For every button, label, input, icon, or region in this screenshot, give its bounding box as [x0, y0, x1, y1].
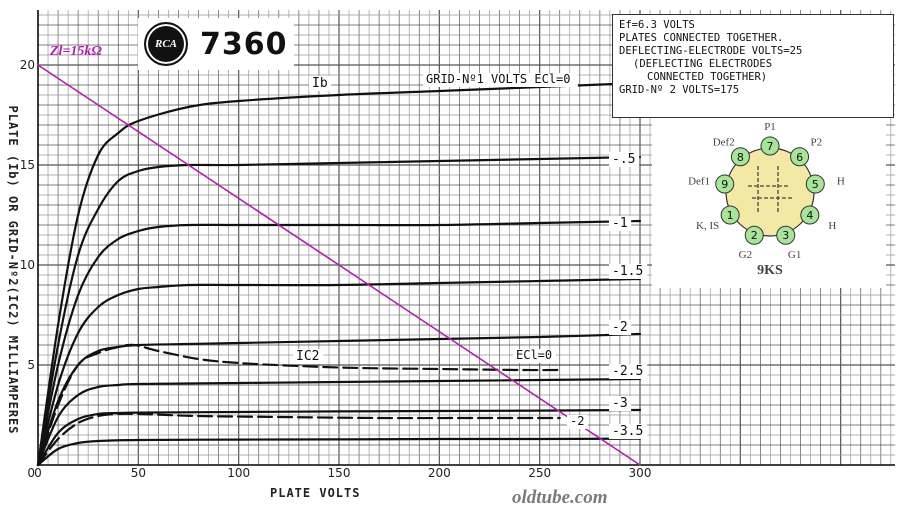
- curve-label: -1.5: [612, 264, 643, 279]
- rca-logo: RCA: [144, 22, 188, 66]
- screen-series-label-bg: [513, 349, 557, 363]
- pin-2: [744, 225, 764, 245]
- pin-label: G2: [739, 249, 752, 261]
- brand-block: RCA 7360: [138, 18, 294, 70]
- curve-3-5: [36, 437, 642, 467]
- pin-label: H: [828, 220, 836, 232]
- curve-label-bg: [609, 216, 632, 231]
- x-tick-label: 150: [328, 466, 351, 480]
- load-line-label: Zl=15kΩ: [50, 44, 102, 59]
- pin-6: [790, 147, 810, 167]
- curve-label: -2.5: [612, 364, 643, 379]
- curve-ic2-2: [36, 412, 561, 467]
- x-tick-label: 100: [227, 466, 250, 480]
- chart-axes: [37, 10, 895, 466]
- pin-label: G1: [788, 249, 801, 261]
- pin-number: 4: [806, 209, 813, 222]
- pin-number: 8: [737, 151, 744, 164]
- pin-3: [776, 225, 796, 245]
- chart-curves: [36, 64, 642, 467]
- curve-label: -1: [612, 216, 628, 231]
- pin-number: 9: [721, 178, 728, 191]
- pin-label: P2: [810, 136, 822, 148]
- pin-label: K, IS: [696, 220, 719, 232]
- screen-current-label: IC2: [296, 349, 319, 364]
- origin-label: 0: [27, 466, 35, 480]
- operating-conditions-box: Ef=6.3 VOLTS PLATES CONNECTED TOGETHER. …: [612, 14, 894, 118]
- screen-current-label-bg: [293, 349, 324, 364]
- screen-curve-label-bg: [567, 415, 588, 429]
- pin-1: [720, 205, 740, 225]
- y-axis-title: PLATE (Ib) OR GRID-Nº2(IC2) MILLIAMPERES: [6, 105, 20, 435]
- curve-1: [36, 219, 642, 467]
- curve-5: [36, 155, 642, 467]
- y-tick-label: 20: [20, 58, 35, 72]
- pin-label: Def1: [688, 176, 710, 188]
- plate-current-label-bg: [309, 76, 332, 91]
- legend-title-bg: [423, 73, 578, 87]
- pin-4: [800, 205, 820, 225]
- plate-current-label: Ib: [312, 76, 328, 91]
- condition-line: Ef=6.3 VOLTS: [619, 19, 695, 31]
- condition-line: DEFLECTING-ELECTRODE VOLTS=25: [619, 45, 803, 57]
- curve-3: [36, 408, 642, 467]
- watermark: oldtube.com: [512, 487, 608, 508]
- y-tick-label: 5: [27, 358, 35, 372]
- curve-label: -3: [612, 396, 628, 411]
- curve-label-bg: [609, 396, 632, 411]
- curve-label-bg: [609, 264, 648, 279]
- condition-line: (DEFLECTING ELECTRODES: [633, 58, 773, 70]
- curve-label: -3.5: [612, 424, 643, 439]
- pin-label: Def2: [713, 136, 735, 148]
- screen-series-label: ECl=0: [516, 348, 552, 362]
- curve-ic2-ecl-0: [36, 343, 561, 467]
- curve-zl-15k: [37, 64, 641, 466]
- pin-5: [805, 174, 825, 194]
- pin-number: 7: [767, 140, 774, 153]
- curve-2-5: [36, 377, 642, 467]
- curve-label-bg: [609, 320, 632, 335]
- y-tick-label: 15: [20, 158, 35, 172]
- x-tick-label: 300: [629, 466, 652, 480]
- pin-9: [715, 174, 735, 194]
- curve-label-bg: [609, 364, 648, 379]
- x-tick-label: 0: [34, 466, 42, 480]
- y-tick-label: 10: [20, 258, 35, 272]
- legend-title: GRID-Nº1 VOLTS ECl=0: [426, 72, 571, 86]
- curve-label: -.5: [612, 152, 635, 167]
- curve-label: -2: [612, 320, 628, 335]
- curve-1-5: [36, 277, 642, 467]
- logo-text: RCA: [154, 38, 177, 50]
- condition-line: CONNECTED TOGETHER): [647, 71, 768, 83]
- curve-label-bg: [609, 152, 640, 167]
- pin-label: P1: [764, 121, 776, 133]
- tube-type: 7360: [200, 26, 288, 62]
- condition-line: GRID-Nº 2 VOLTS=175: [619, 84, 740, 96]
- pin-8: [730, 147, 750, 167]
- basing-code: 9KS: [757, 263, 783, 278]
- pin-number: 5: [812, 178, 819, 191]
- x-axis-title: PLATE VOLTS: [270, 486, 361, 500]
- x-tick-label: 50: [131, 466, 146, 480]
- pin-number: 2: [751, 229, 758, 242]
- curve-label-bg: [609, 424, 648, 439]
- pin-number: 6: [796, 151, 803, 164]
- curve-0: [36, 81, 642, 467]
- basing-diagram: 1 K, IS 2 G2 3 G1 4 H 5 H 6 P2 7 P1 8 Def2 9 Def1 9KS: [652, 118, 886, 288]
- x-tick-label: 200: [428, 466, 451, 480]
- pin-number: 3: [782, 229, 789, 242]
- chart-labels: 0 50 100 150 200 250 30051015200-.5-1-1.5-2-2.…: [20, 58, 652, 480]
- x-tick-label: 250: [528, 466, 551, 480]
- pin-number: 1: [727, 209, 734, 222]
- pin-7: [760, 136, 780, 156]
- pin-label: H: [837, 176, 845, 188]
- screen-curve-label: -2: [570, 414, 584, 428]
- condition-line: PLATES CONNECTED TOGETHER.: [619, 32, 784, 44]
